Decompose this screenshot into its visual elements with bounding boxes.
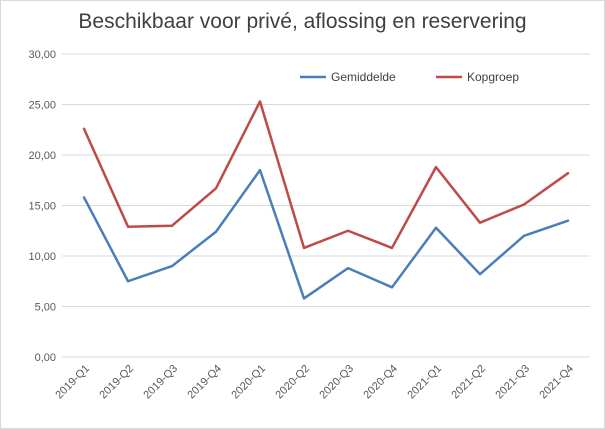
y-tick-label: 15,00 xyxy=(28,201,56,213)
series-line-kopgroep xyxy=(82,100,570,250)
x-tick-label: 2019-Q3 xyxy=(141,363,180,402)
x-tick-label: 2020-Q4 xyxy=(361,363,400,402)
y-tick-label: 0,00 xyxy=(35,352,56,364)
legend-label: Kopgroep xyxy=(467,70,519,84)
y-tick-label: 5,00 xyxy=(35,302,56,314)
y-tick-label: 10,00 xyxy=(28,251,56,263)
x-tick-label: 2019-Q4 xyxy=(185,363,224,402)
x-tick-label: 2021-Q2 xyxy=(449,363,488,402)
y-tick-label: 30,00 xyxy=(28,49,56,61)
legend-label: Gemiddelde xyxy=(331,70,396,84)
y-tick-label: 25,00 xyxy=(28,100,56,112)
x-tick-label: 2021-Q3 xyxy=(493,363,532,402)
x-tick-label: 2020-Q3 xyxy=(317,363,356,402)
y-tick-label: 20,00 xyxy=(28,150,56,162)
x-tick-label: 2021-Q1 xyxy=(405,363,444,402)
x-tick-label: 2019-Q1 xyxy=(53,363,92,402)
series-line-gemiddelde xyxy=(82,168,570,300)
x-tick-label: 2019-Q2 xyxy=(97,363,136,402)
chart-title: Beschikbaar voor privé, aflossing en res… xyxy=(78,10,527,33)
x-tick-label: 2020-Q1 xyxy=(229,363,268,402)
x-tick-label: 2020-Q2 xyxy=(273,363,312,402)
x-tick-label: 2021-Q4 xyxy=(537,363,576,402)
